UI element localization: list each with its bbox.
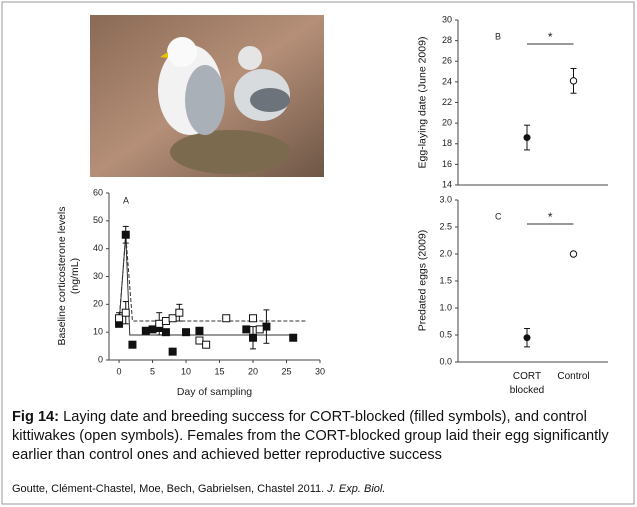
y-tick-label: 0 bbox=[98, 354, 103, 364]
point bbox=[183, 329, 190, 336]
x-tick-label: 20 bbox=[248, 366, 258, 376]
point bbox=[250, 315, 257, 322]
y-tick-label: 2.5 bbox=[439, 221, 452, 231]
y-tick-label: 0.5 bbox=[439, 329, 452, 339]
y-tick-label: 40 bbox=[93, 243, 103, 253]
point bbox=[263, 323, 270, 330]
y-tick-label: 26 bbox=[442, 56, 452, 66]
figure: 0 10 20 30 40 50 60 0 5 10 15 20 25 30 Day of sampling… bbox=[0, 0, 637, 507]
x-tick-label: 30 bbox=[315, 366, 325, 376]
point bbox=[129, 341, 136, 348]
point bbox=[243, 326, 250, 333]
point bbox=[162, 329, 169, 336]
y-tick-label: 50 bbox=[93, 215, 103, 225]
point bbox=[203, 341, 210, 348]
x-axis-label: Day of sampling bbox=[177, 386, 252, 398]
point bbox=[169, 315, 176, 322]
photo bbox=[90, 15, 324, 177]
x-tick-label: CORT blocked bbox=[505, 370, 549, 398]
x-tick-label: Control bbox=[552, 370, 596, 384]
point bbox=[256, 326, 263, 333]
y-tick-label: 0.0 bbox=[439, 356, 452, 366]
citation-journal: J. Exp. Biol. bbox=[327, 483, 385, 495]
point bbox=[223, 315, 230, 322]
y-tick-label: 28 bbox=[442, 35, 452, 45]
y-tick-label: 2.0 bbox=[439, 248, 452, 258]
caption: Fig 14: Laying date and breeding success… bbox=[12, 408, 632, 465]
y-tick-label: 16 bbox=[442, 159, 452, 169]
caption-text: Laying date and breeding success for COR… bbox=[12, 409, 609, 463]
y-tick-label: 60 bbox=[93, 187, 103, 197]
point bbox=[122, 231, 129, 238]
panel-label: C bbox=[495, 211, 502, 221]
point bbox=[156, 320, 163, 327]
significance-label: * bbox=[548, 210, 553, 224]
y-tick-label: 24 bbox=[442, 76, 452, 86]
point bbox=[290, 334, 297, 341]
point bbox=[142, 327, 149, 334]
point bbox=[524, 134, 531, 141]
point bbox=[169, 348, 176, 355]
y-tick-label: 20 bbox=[93, 299, 103, 309]
point bbox=[250, 334, 257, 341]
y-tick-label: 20 bbox=[442, 118, 452, 128]
y-tick-label: 14 bbox=[442, 179, 452, 189]
citation-authors: Goutte, Clément-Chastel, Moe, Bech, Gabr… bbox=[12, 483, 324, 495]
x-tick-label: 0 bbox=[117, 366, 122, 376]
point bbox=[524, 334, 531, 341]
caption-label: Fig 14: bbox=[12, 409, 59, 425]
y-axis-label: Predated eggs (2009) bbox=[417, 196, 430, 366]
x-tick-label: 25 bbox=[282, 366, 292, 376]
citation: Goutte, Clément-Chastel, Moe, Bech, Gabr… bbox=[12, 483, 385, 495]
significance-label: * bbox=[548, 30, 553, 44]
point bbox=[570, 251, 576, 257]
y-tick-label: 1.0 bbox=[439, 302, 452, 312]
point bbox=[149, 326, 156, 333]
point bbox=[116, 315, 123, 322]
x-tick-label: 15 bbox=[215, 366, 225, 376]
x-tick-label: 10 bbox=[181, 366, 191, 376]
y-tick-label: 10 bbox=[93, 327, 103, 337]
y-tick-label: 1.5 bbox=[439, 275, 452, 285]
y-axis-label: Baseline corticosterone levels (ng/mL) bbox=[56, 191, 82, 361]
y-tick-label: 30 bbox=[93, 271, 103, 281]
panel-label: A bbox=[123, 195, 129, 205]
fit-line bbox=[119, 235, 307, 321]
fit-line bbox=[119, 235, 293, 335]
y-tick-label: 22 bbox=[442, 97, 452, 107]
panel-label: B bbox=[495, 31, 501, 41]
y-tick-label: 18 bbox=[442, 138, 452, 148]
point bbox=[570, 78, 576, 84]
point bbox=[176, 309, 183, 316]
point bbox=[196, 337, 203, 344]
point bbox=[196, 327, 203, 334]
point bbox=[162, 318, 169, 325]
y-tick-label: 30 bbox=[442, 14, 452, 24]
y-axis-label: Egg-laying date (June 2009) bbox=[417, 17, 430, 187]
x-tick-label: 5 bbox=[150, 366, 155, 376]
y-tick-label: 3.0 bbox=[439, 194, 452, 204]
point bbox=[122, 309, 129, 316]
